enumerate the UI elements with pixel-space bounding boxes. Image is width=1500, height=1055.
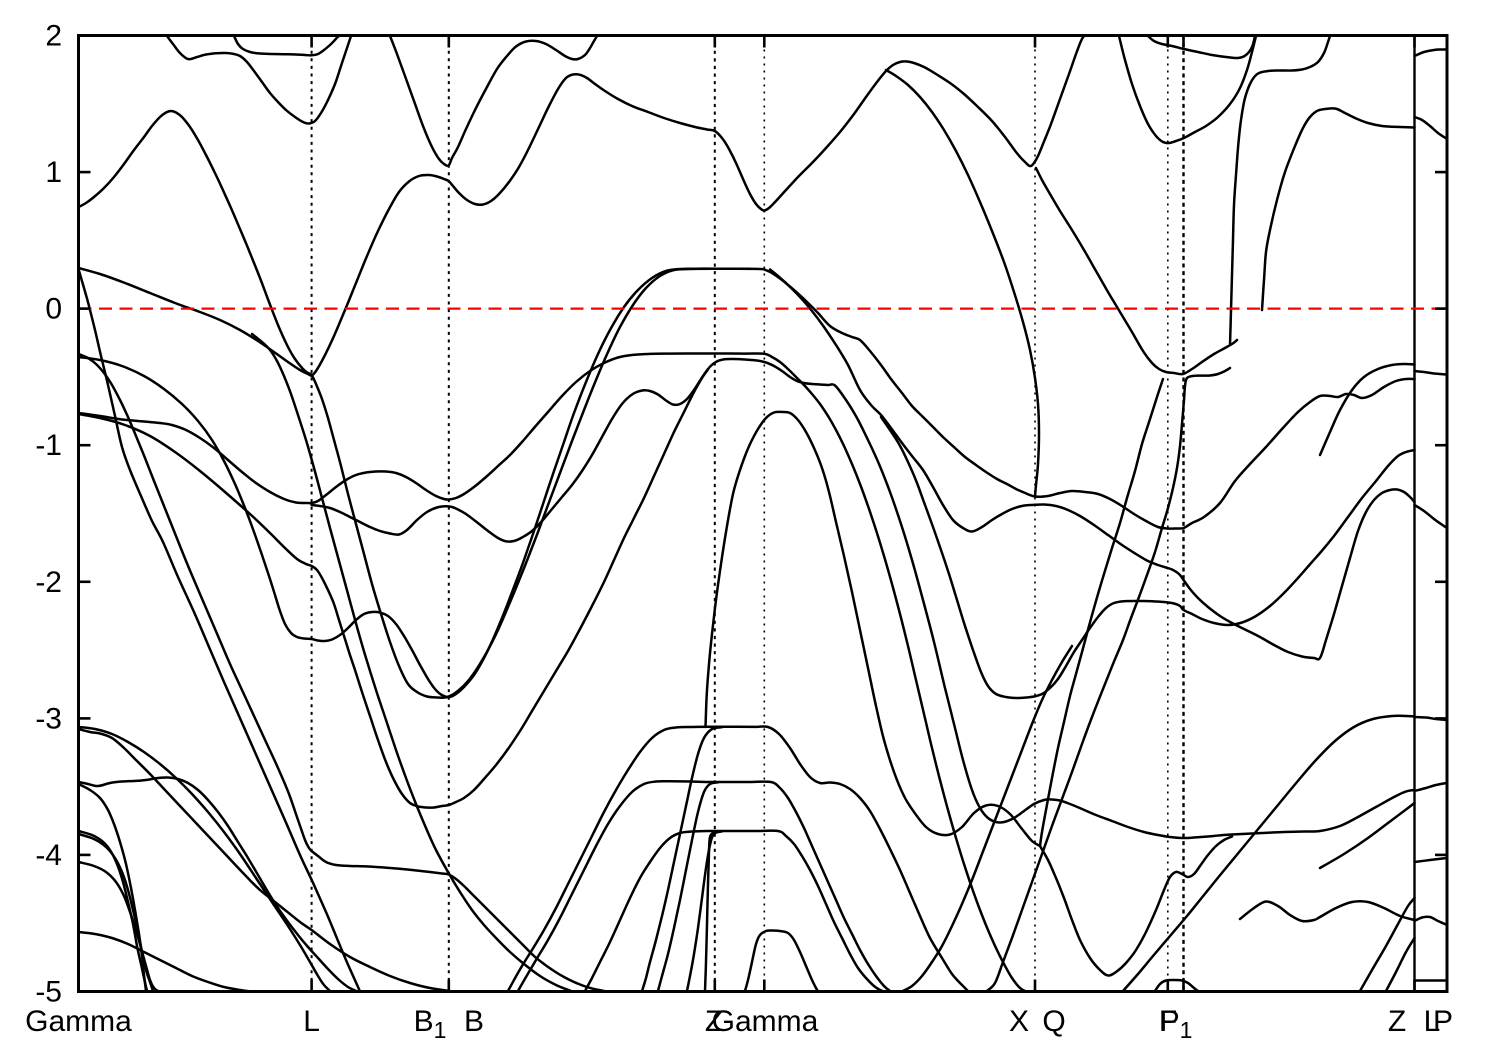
svg-text:L: L [303, 1005, 320, 1038]
svg-text:-4: -4 [35, 839, 62, 872]
svg-text:L: L [1424, 1005, 1441, 1038]
svg-text:Gamma: Gamma [25, 1005, 132, 1038]
svg-text:F: F [1159, 1005, 1177, 1038]
svg-text:Z: Z [705, 1005, 723, 1038]
svg-text:Q: Q [1042, 1005, 1065, 1038]
svg-text:1: 1 [45, 156, 62, 189]
svg-text:B: B [464, 1005, 484, 1038]
svg-text:X: X [1009, 1005, 1029, 1038]
svg-text:-1: -1 [35, 429, 62, 462]
svg-text:P: P [1433, 1005, 1453, 1038]
svg-text:Z: Z [1388, 1005, 1406, 1038]
svg-text:Gamma: Gamma [712, 1005, 819, 1038]
svg-text:-5: -5 [35, 976, 62, 1009]
svg-text:0: 0 [45, 293, 62, 326]
svg-text:-3: -3 [35, 702, 62, 735]
svg-text:2: 2 [45, 20, 62, 53]
svg-text:-2: -2 [35, 566, 62, 599]
